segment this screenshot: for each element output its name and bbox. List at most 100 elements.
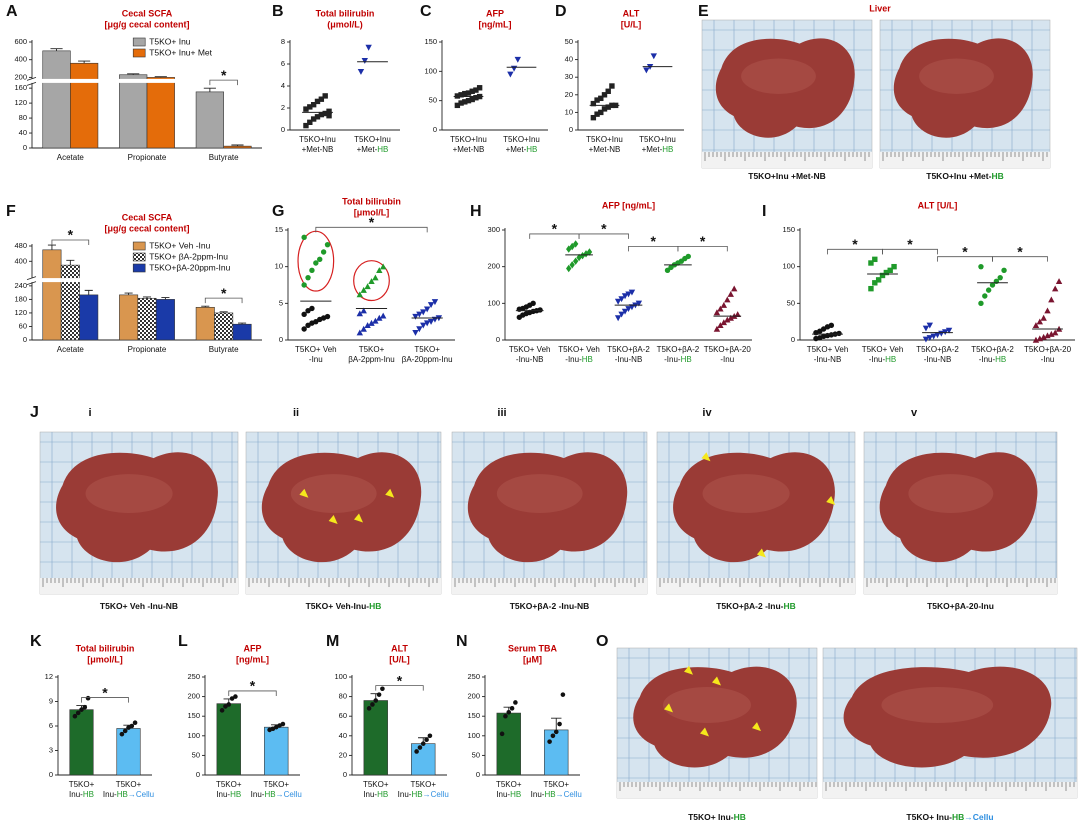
significance-bracket [375,685,424,691]
panel-letter: M [326,633,339,650]
bar [195,91,224,149]
y-tick-label: 0 [343,770,347,779]
point [314,114,321,120]
point [553,729,559,735]
category-label: βA-2ppm-Inu [348,355,394,364]
label-part: Inu- [216,790,230,799]
point [614,315,622,322]
legend-swatch [132,263,146,273]
error-bar [203,87,216,92]
y-tick-label: 100 [467,731,480,740]
point [373,698,379,703]
category-label: -Inu [1041,355,1055,364]
label-part: T5KO+ [69,780,95,789]
y-tick-label: 400 [14,256,27,265]
chart-subtitle: (μmol/L) [327,19,363,29]
y-tick-label: 160 [14,83,27,92]
y-tick-label: 30 [565,72,573,81]
liver-sheen [663,687,751,723]
label-part: T5KO+βA-20 [704,345,752,354]
point [473,95,479,101]
category-label: T5KO+ [410,780,436,789]
category-label: -Inu [309,355,323,364]
point [926,322,933,329]
legend-swatch [132,37,146,47]
label-part: T5KO+Inu [586,135,623,144]
label-part: HB [662,145,673,154]
point [510,65,518,72]
label-part: T5KO+ [359,345,385,354]
label-part: +Met-NB [589,145,621,154]
label-part: -Inu- [979,355,996,364]
y-tick-label: 120 [14,98,27,107]
error-bar [50,48,63,51]
bar [496,712,521,776]
point [318,111,325,118]
point [618,296,625,303]
category-label: T5KO+βA-2 -Inu-HB [716,601,796,611]
y-tick-label: 80 [339,692,347,701]
category-label: Acetate [57,345,85,354]
point [1040,314,1047,321]
category-label: T5KO+βA-20 [1024,345,1072,354]
point [356,291,364,298]
point [530,300,536,307]
point [423,320,431,327]
label-part: Inu- [363,790,377,799]
point [997,274,1003,281]
point [380,686,385,692]
category-label: T5KO+ Veh [862,345,904,354]
category-label: T5KO+βA-2 -Inu-NB [510,601,590,611]
significance-label: * [601,221,607,237]
point [1036,318,1043,325]
liver [633,666,797,768]
y-tick-label: 4 [281,81,285,90]
point [376,314,383,321]
y-tick-label: 180 [14,294,27,303]
label-part: T5KO+ [410,780,436,789]
y-tick-label: 0 [476,770,480,779]
category-label: -Inu-NB [516,355,544,364]
bar [119,74,148,149]
label-part: Acetate [57,345,85,354]
chart-title: AFP [486,8,504,18]
legend-label: T5KO+ βA-2ppm-Inu [149,251,228,261]
significance-label: * [397,672,403,688]
point [473,87,479,93]
panel-letter: N [456,633,468,650]
label-part: T5KO+ [363,780,389,789]
photo [616,647,818,799]
chart-title: Total bilirubin [342,196,401,206]
y-tick-label: 50 [787,298,795,307]
category-label: +Met-HB [357,145,389,154]
point [356,329,364,336]
category-label: T5KO+ [496,780,522,789]
liver-sheen [741,58,816,94]
chart-subtitle: [U/L] [621,19,642,29]
y-tick-label: 50 [472,750,480,759]
chart-title: Serum TBA [508,643,558,653]
y-tick-label: 240 [14,281,27,290]
point [427,302,435,308]
axis-break-mark [26,77,37,86]
label-part: Inu- [69,790,83,799]
significance-label: * [68,227,74,243]
point [1055,278,1063,285]
label-part: -Inu-NB [516,355,544,364]
chart-subtitle: [μmol/L] [354,207,390,217]
chart-subtitle: [ng/mL] [236,654,269,664]
y-tick-label: 15 [275,225,283,234]
point [420,322,427,329]
error-bar [219,311,228,313]
point [550,733,556,739]
error-bar [551,717,562,730]
panel-letter: G [272,203,284,220]
point [868,285,874,292]
point [717,322,724,329]
point [930,333,937,340]
category-label: T5KO+ [363,780,389,789]
y-tick-label: 150 [467,711,480,720]
point [601,106,608,112]
ruler [452,578,647,594]
point [922,336,930,343]
